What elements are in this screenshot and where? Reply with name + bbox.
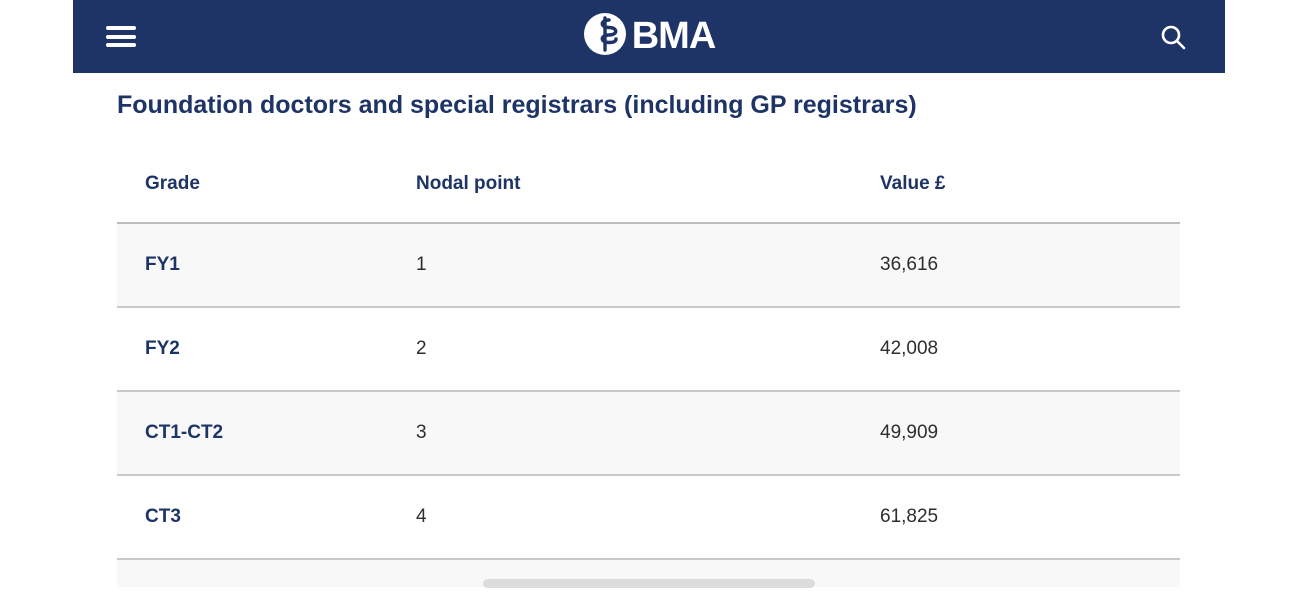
nodal-point-cell: 2 — [388, 307, 852, 392]
nodal-point-cell: 1 — [388, 223, 852, 308]
table-row: CT3 4 61,825 — [117, 475, 1180, 560]
bma-logo-text: BMA — [631, 15, 717, 57]
search-icon[interactable] — [1159, 23, 1187, 51]
grade-cell: CT1-CT2 — [117, 391, 388, 476]
pay-table: Grade Nodal point Value £ FY1 1 36,616 F… — [117, 146, 1180, 587]
grade-cell: FY1 — [117, 223, 388, 308]
app-column: BMA Foundation doctors and special regis… — [73, 0, 1225, 587]
column-header-value: Value £ — [852, 146, 1180, 224]
bma-serpent-icon — [583, 12, 627, 61]
table-row: FY1 1 36,616 — [117, 223, 1180, 308]
grade-cell: FY2 — [117, 307, 388, 392]
column-header-nodal-point: Nodal point — [388, 146, 852, 224]
table-header-row: Grade Nodal point Value £ — [117, 146, 1180, 224]
pay-table-container: Grade Nodal point Value £ FY1 1 36,616 F… — [117, 146, 1180, 587]
column-header-grade: Grade — [117, 146, 388, 224]
value-cell: 42,008 — [852, 307, 1180, 392]
value-cell: 61,825 — [852, 475, 1180, 560]
grade-cell: CT3 — [117, 475, 388, 560]
hamburger-menu-icon[interactable] — [106, 26, 136, 47]
nodal-point-cell: 4 — [388, 475, 852, 560]
horizontal-scrollbar-thumb[interactable] — [483, 579, 815, 588]
nodal-point-cell: 3 — [388, 391, 852, 476]
value-cell: 36,616 — [852, 223, 1180, 308]
table-row: FY2 2 42,008 — [117, 307, 1180, 392]
table-row: CT1-CT2 3 49,909 — [117, 391, 1180, 476]
page-title: Foundation doctors and special registrar… — [117, 91, 917, 119]
value-cell: 49,909 — [852, 391, 1180, 476]
bma-logo[interactable]: BMA — [583, 12, 716, 61]
top-navigation-bar: BMA — [73, 0, 1225, 73]
